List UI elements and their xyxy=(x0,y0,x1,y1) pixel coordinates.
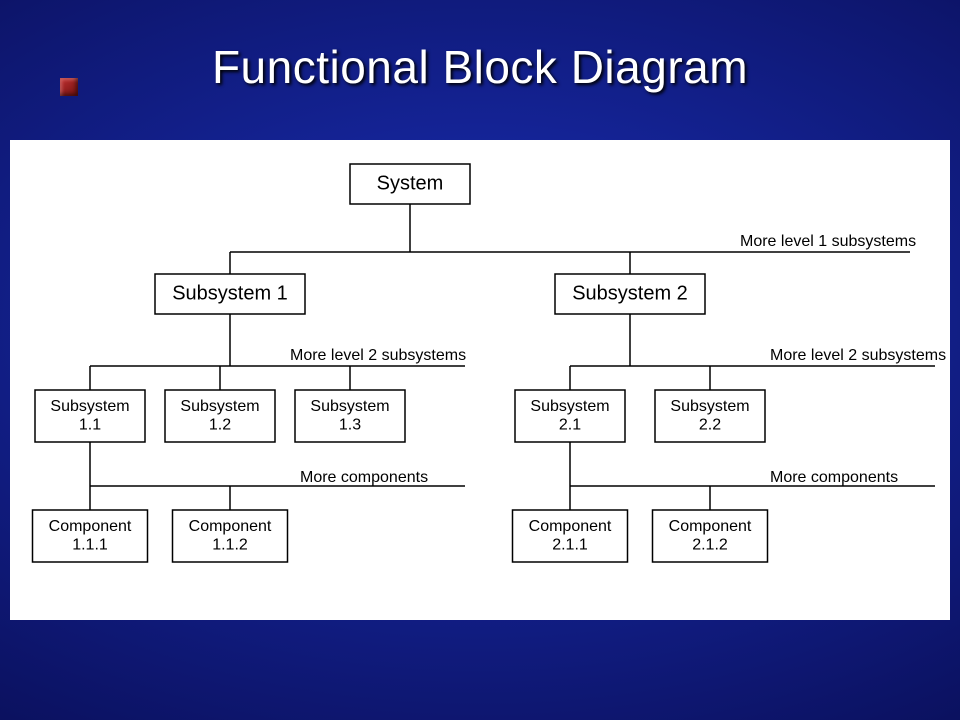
svg-text:Component: Component xyxy=(49,518,132,535)
node-sub1: Subsystem 1 xyxy=(155,274,305,314)
node-sub21: Subsystem2.1 xyxy=(515,390,625,442)
svg-text:2.2: 2.2 xyxy=(699,416,721,433)
node-system: System xyxy=(350,164,470,204)
node-sub22: Subsystem2.2 xyxy=(655,390,765,442)
svg-text:Subsystem: Subsystem xyxy=(530,398,609,415)
svg-text:1.1: 1.1 xyxy=(79,416,101,433)
svg-text:Subsystem 1: Subsystem 1 xyxy=(172,282,288,304)
node-comp111: Component1.1.1 xyxy=(33,510,148,562)
svg-text:Subsystem: Subsystem xyxy=(180,398,259,415)
node-comp212: Component2.1.2 xyxy=(653,510,768,562)
node-sub12: Subsystem1.2 xyxy=(165,390,275,442)
svg-text:2.1.2: 2.1.2 xyxy=(692,536,728,553)
svg-text:1.1.2: 1.1.2 xyxy=(212,536,248,553)
block-diagram-svg: SystemSubsystem 1Subsystem 2Subsystem1.1… xyxy=(10,140,950,620)
annotation-4: More components xyxy=(770,469,898,486)
svg-text:Subsystem: Subsystem xyxy=(310,398,389,415)
annotation-3: More components xyxy=(300,469,428,486)
svg-text:2.1: 2.1 xyxy=(559,416,581,433)
svg-text:2.1.1: 2.1.1 xyxy=(552,536,588,553)
node-sub2: Subsystem 2 xyxy=(555,274,705,314)
node-sub11: Subsystem1.1 xyxy=(35,390,145,442)
svg-text:1.3: 1.3 xyxy=(339,416,361,433)
svg-text:Subsystem: Subsystem xyxy=(50,398,129,415)
annotation-0: More level 1 subsystems xyxy=(740,233,916,250)
svg-text:Component: Component xyxy=(189,518,272,535)
svg-text:Subsystem: Subsystem xyxy=(670,398,749,415)
svg-text:System: System xyxy=(377,172,444,194)
annotation-2: More level 2 subsystems xyxy=(770,347,946,364)
svg-text:Component: Component xyxy=(529,518,612,535)
svg-text:Component: Component xyxy=(669,518,752,535)
annotation-1: More level 2 subsystems xyxy=(290,347,466,364)
diagram-panel: SystemSubsystem 1Subsystem 2Subsystem1.1… xyxy=(10,140,950,620)
svg-text:Subsystem 2: Subsystem 2 xyxy=(572,282,688,304)
svg-text:1.2: 1.2 xyxy=(209,416,231,433)
node-comp211: Component2.1.1 xyxy=(513,510,628,562)
node-comp112: Component1.1.2 xyxy=(173,510,288,562)
svg-text:1.1.1: 1.1.1 xyxy=(72,536,108,553)
node-sub13: Subsystem1.3 xyxy=(295,390,405,442)
slide-title: Functional Block Diagram xyxy=(0,40,960,94)
